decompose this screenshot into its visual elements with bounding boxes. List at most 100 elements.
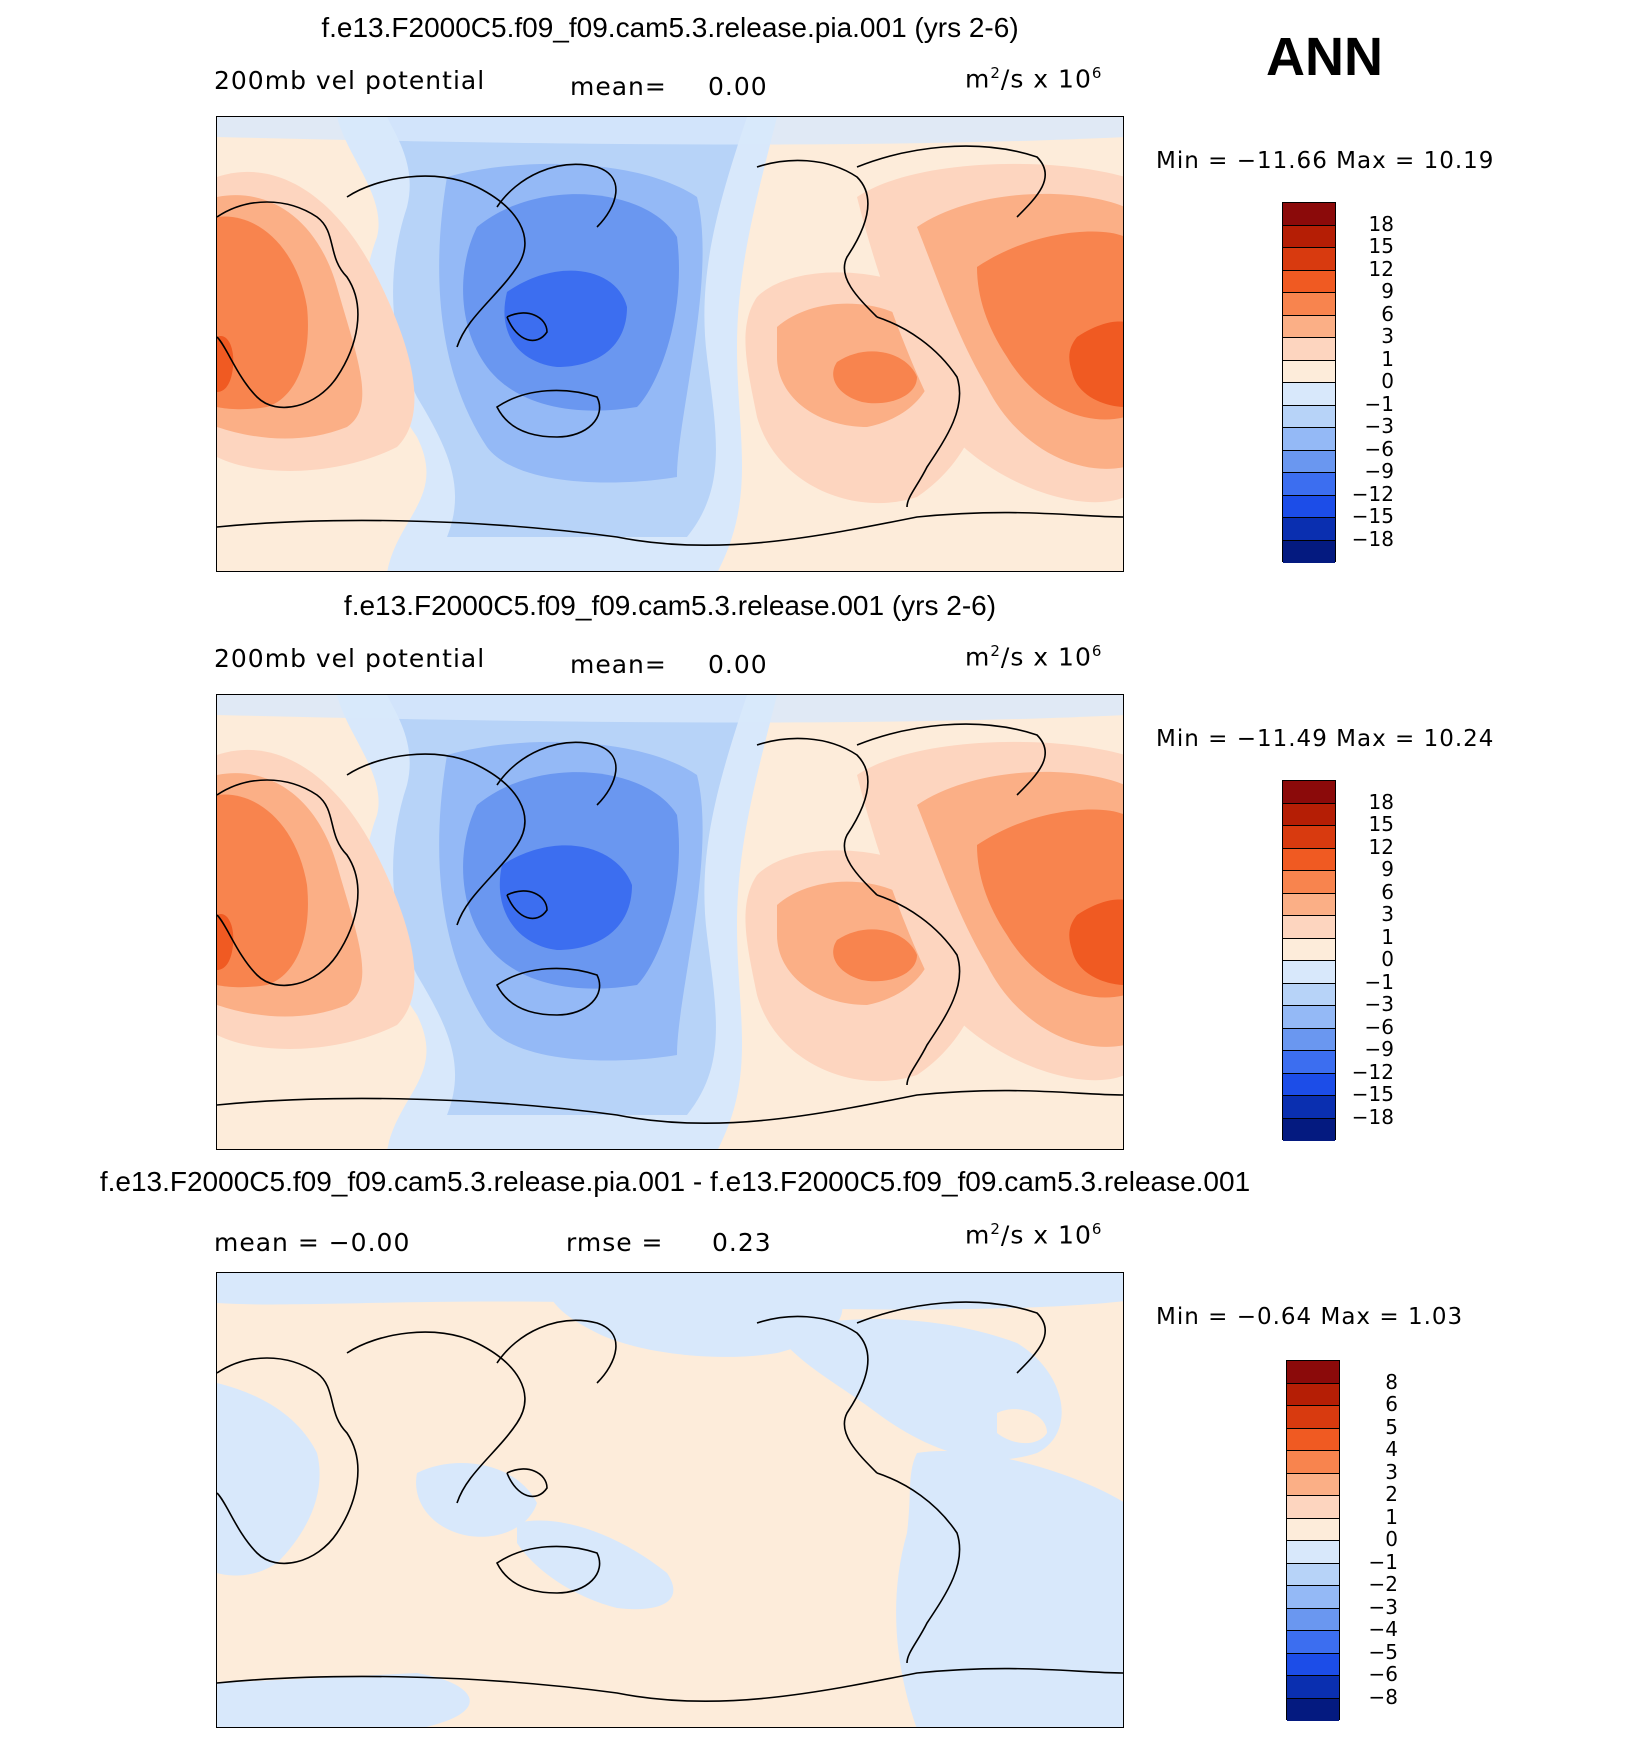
colorbar-label: 18: [1368, 211, 1394, 236]
colorbar-label: −1: [1368, 1549, 1398, 1574]
colorbar-segment: [1287, 1653, 1339, 1676]
colorbar-label: −12: [1351, 481, 1394, 506]
colorbar-label: −3: [1364, 414, 1394, 438]
colorbar-label: 12: [1368, 834, 1394, 859]
colorbar-label: −2: [1368, 1572, 1398, 1596]
colorbar-label: −15: [1351, 1082, 1394, 1106]
panel2-variable-label: 200mb vel potential: [214, 644, 486, 673]
panel2-map: [216, 694, 1124, 1150]
colorbar-segment: [1283, 473, 1335, 496]
colorbar-segment: [1283, 540, 1335, 563]
panel2-title: f.e13.F2000C5.f09_f09.cam5.3.release.001…: [343, 590, 997, 621]
colorbar-segment: [1283, 1118, 1335, 1141]
colorbar-segment: [1287, 1361, 1339, 1384]
colorbar-label: −5: [1368, 1639, 1398, 1664]
colorbar-segment: [1283, 803, 1335, 826]
panel3-rmse-label: rmse =: [566, 1228, 664, 1257]
colorbar-label: 6: [1381, 301, 1394, 326]
colorbar-segment: [1283, 1096, 1335, 1119]
colorbar-label: 8: [1385, 1369, 1398, 1394]
colorbar-label: −6: [1368, 1662, 1398, 1686]
colorbar-segment: [1283, 871, 1335, 894]
colorbar-segment: [1283, 405, 1335, 428]
colorbar-segment: [1283, 848, 1335, 871]
panel1-min-max: Min = −11.66 Max = 10.19: [1156, 148, 1495, 174]
panel2-units: m2/s x 106: [965, 642, 1103, 672]
colorbar-segment: [1283, 938, 1335, 961]
colorbar-segment: [1283, 270, 1335, 293]
colorbar-segment: [1283, 826, 1335, 849]
colorbar-label: 0: [1385, 1527, 1398, 1551]
panel3-rmse-value: 0.23: [712, 1228, 772, 1257]
colorbar-label: 1: [1385, 1504, 1398, 1529]
colorbar-segment: [1283, 1051, 1335, 1074]
colorbar-segment: [1287, 1428, 1339, 1451]
panel2-colorbar: [1282, 780, 1336, 1141]
colorbar-label: −1: [1364, 391, 1394, 416]
panel2-mean-value: 0.00: [708, 650, 768, 679]
colorbar-label: −9: [1364, 459, 1394, 483]
colorbar-label: −6: [1364, 436, 1394, 461]
colorbar-segment: [1283, 338, 1335, 361]
colorbar-label: −8: [1368, 1684, 1398, 1709]
colorbar-label: 18: [1368, 789, 1394, 814]
colorbar-segment: [1287, 1406, 1339, 1429]
panel1-colorbar: [1282, 202, 1336, 563]
colorbar-segment: [1283, 293, 1335, 316]
colorbar-segment: [1283, 383, 1335, 406]
colorbar-segment: [1283, 225, 1335, 248]
panel2-mean-label: mean=: [570, 650, 667, 679]
panel1-mean-value: 0.00: [708, 72, 768, 101]
colorbar-label: −6: [1364, 1014, 1394, 1039]
colorbar-segment: [1287, 1473, 1339, 1496]
colorbar-segment: [1287, 1496, 1339, 1519]
colorbar-segment: [1283, 248, 1335, 271]
colorbar-label: 1: [1381, 346, 1394, 371]
colorbar-segment: [1287, 1541, 1339, 1564]
colorbar-segment: [1283, 428, 1335, 451]
colorbar-label: 15: [1368, 234, 1394, 258]
colorbar-segment: [1283, 983, 1335, 1006]
colorbar-label: −4: [1368, 1617, 1398, 1641]
colorbar-label: 5: [1385, 1414, 1398, 1439]
colorbar-segment: [1283, 916, 1335, 939]
colorbar-segment: [1287, 1631, 1339, 1654]
panel3-units: m2/s x 106: [965, 1220, 1103, 1250]
panel3-map: [216, 1272, 1124, 1728]
colorbar-label: 6: [1381, 879, 1394, 904]
panel2-min-max: Min = −11.49 Max = 10.24: [1156, 726, 1495, 752]
colorbar-label: 2: [1385, 1482, 1398, 1506]
colorbar-segment: [1283, 495, 1335, 518]
colorbar-segment: [1283, 961, 1335, 984]
colorbar-segment: [1283, 203, 1335, 226]
colorbar-segment: [1283, 518, 1335, 541]
colorbar-label: −18: [1351, 1104, 1394, 1129]
panel3-colorbar: [1286, 1360, 1340, 1721]
season-label: ANN: [1266, 27, 1383, 87]
panel1-title: f.e13.F2000C5.f09_f09.cam5.3.release.pia…: [321, 12, 1019, 43]
colorbar-label: 6: [1385, 1392, 1398, 1416]
colorbar-segment: [1283, 450, 1335, 473]
colorbar-label: −1: [1364, 969, 1394, 994]
colorbar-segment: [1287, 1383, 1339, 1406]
colorbar-segment: [1287, 1563, 1339, 1586]
colorbar-label: −3: [1368, 1594, 1398, 1619]
colorbar-label: −15: [1351, 504, 1394, 528]
colorbar-segment: [1283, 1073, 1335, 1096]
colorbar-label: 3: [1385, 1459, 1398, 1484]
colorbar-segment: [1283, 1028, 1335, 1051]
panel1-map: [216, 116, 1124, 572]
colorbar-label: −9: [1364, 1037, 1394, 1061]
colorbar-label: 1: [1381, 924, 1394, 949]
colorbar-segment: [1287, 1586, 1339, 1609]
colorbar-segment: [1283, 1006, 1335, 1029]
colorbar-segment: [1283, 893, 1335, 916]
colorbar-segment: [1287, 1518, 1339, 1541]
panel1-variable-label: 200mb vel potential: [214, 66, 486, 95]
panel1-units: m2/s x 106: [965, 64, 1103, 94]
panel1-mean-label: mean=: [570, 72, 667, 101]
panel3-min-max: Min = −0.64 Max = 1.03: [1156, 1304, 1464, 1330]
colorbar-label: 4: [1385, 1437, 1398, 1461]
colorbar-label: 0: [1381, 369, 1394, 393]
colorbar-label: 9: [1381, 279, 1394, 303]
